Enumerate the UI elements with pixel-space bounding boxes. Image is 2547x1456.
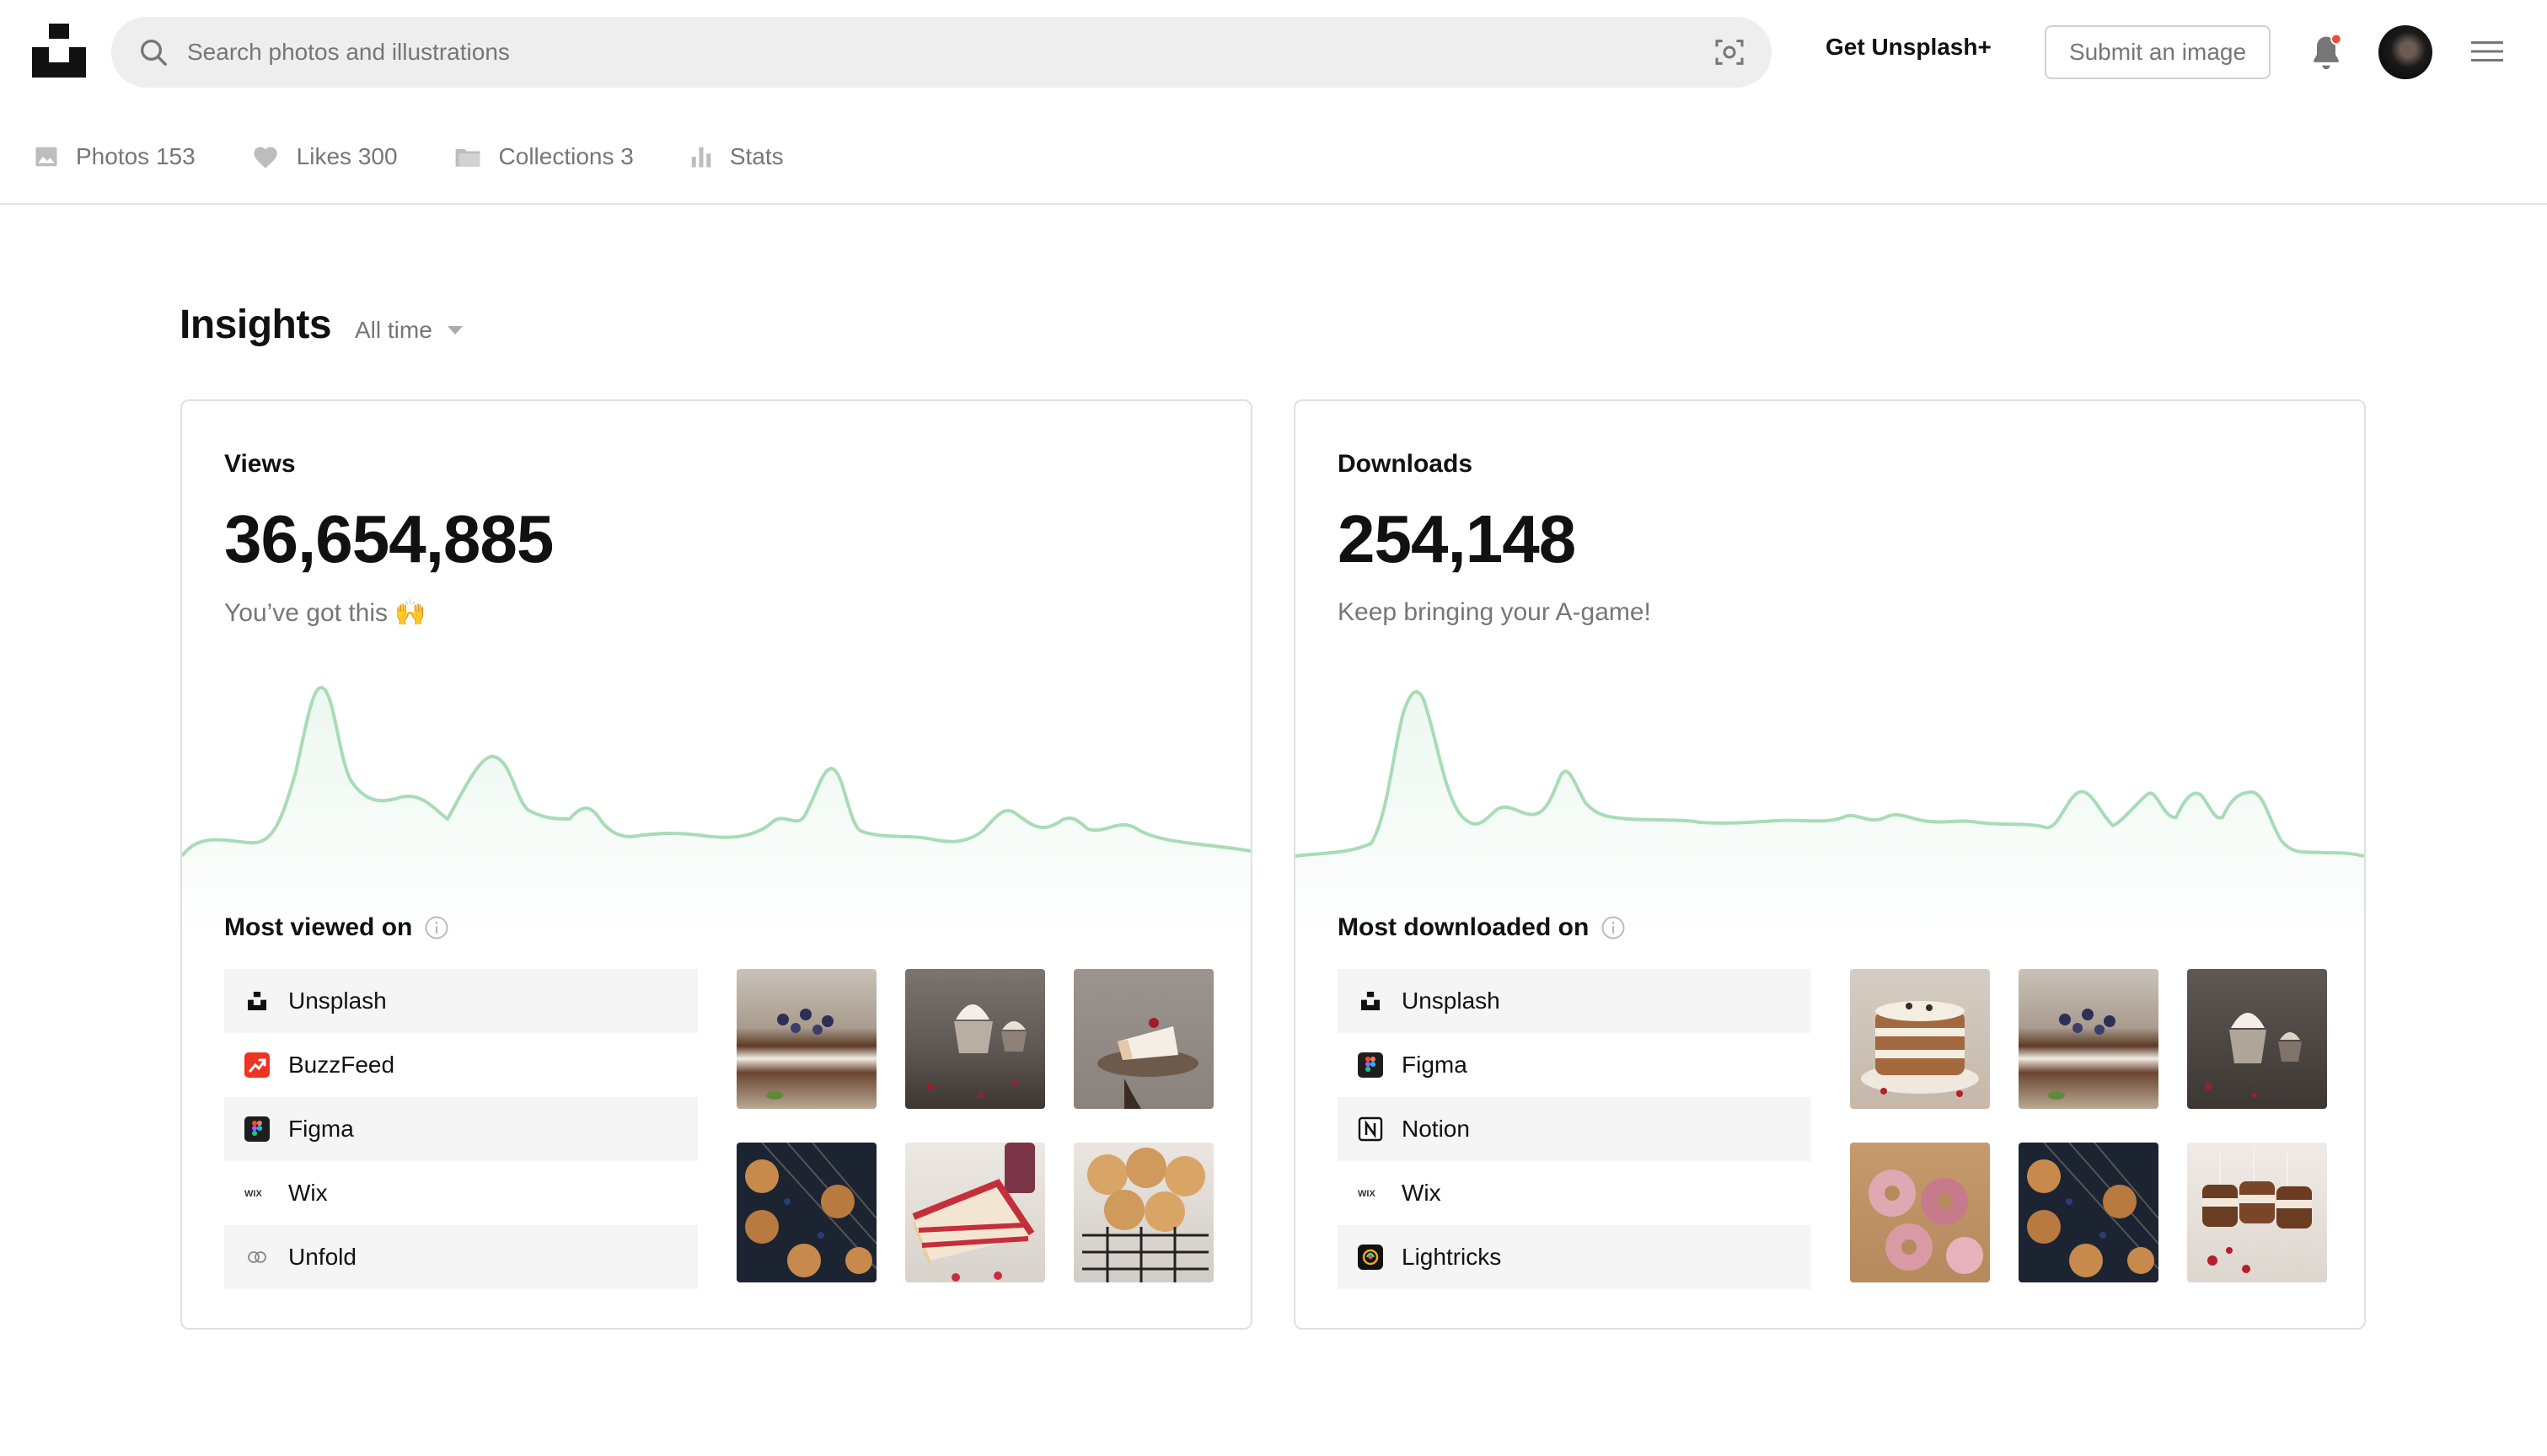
views-photo-grid: [737, 969, 1214, 1282]
list-item[interactable]: Unsplash: [1338, 969, 1811, 1033]
list-item[interactable]: BuzzFeed: [224, 1033, 698, 1097]
search-bar: [111, 17, 1772, 88]
photo-thumbnail[interactable]: [2187, 1143, 2327, 1282]
tab-collections[interactable]: Collections 3: [453, 133, 634, 180]
most-downloaded-title: Most downloaded on: [1338, 913, 1626, 942]
chevron-down-icon: [447, 326, 463, 335]
platform-name: Notion: [1402, 1116, 1470, 1142]
notification-bell-icon[interactable]: [2308, 32, 2345, 72]
figma-icon: [244, 1116, 270, 1142]
submit-image-button[interactable]: Submit an image: [2045, 25, 2271, 79]
photo-thumbnail[interactable]: [1850, 969, 1990, 1109]
platform-name: Wix: [288, 1180, 328, 1206]
photo-thumbnail[interactable]: [2019, 969, 2158, 1109]
views-subtitle: You’ve got this 🙌: [224, 599, 426, 627]
photo-thumbnail[interactable]: [905, 969, 1045, 1109]
downloads-label: Downloads: [1338, 450, 1473, 478]
tab-collections-label: Collections 3: [498, 143, 634, 169]
list-item[interactable]: WIX Wix: [224, 1161, 698, 1225]
photo-thumbnail[interactable]: [1074, 969, 1214, 1109]
platform-name: Figma: [1402, 1052, 1467, 1078]
tab-stats-label: Stats: [729, 143, 784, 169]
user-avatar[interactable]: [2378, 25, 2432, 79]
svg-text:WIX: WIX: [1358, 1189, 1375, 1199]
list-item[interactable]: Unfold: [224, 1225, 698, 1289]
views-platform-list: Unsplash BuzzFeed Figma WIX Wix Unfold: [224, 969, 698, 1289]
photo-icon: [35, 147, 57, 167]
search-icon[interactable]: [137, 35, 170, 69]
time-range-label: All time: [355, 317, 432, 343]
platform-name: Figma: [288, 1116, 354, 1142]
insights-title: Insights: [180, 302, 332, 347]
svg-text:WIX: WIX: [244, 1189, 262, 1199]
wix-icon: WIX: [1358, 1180, 1383, 1206]
photo-thumbnail[interactable]: [905, 1143, 1045, 1282]
tab-stats[interactable]: Stats: [689, 133, 784, 180]
views-sparkline: [182, 685, 1251, 940]
heart-icon: [254, 147, 277, 169]
platform-name: Unsplash: [1402, 988, 1500, 1014]
photo-thumbnail[interactable]: [1850, 1143, 1990, 1282]
views-value: 36,654,885: [224, 501, 554, 576]
photo-thumbnail[interactable]: [2019, 1143, 2158, 1282]
downloads-photo-grid: [1850, 969, 2327, 1282]
buzzfeed-icon: [244, 1052, 270, 1078]
photo-thumbnail[interactable]: [1074, 1143, 1214, 1282]
notion-icon: [1358, 1116, 1383, 1142]
list-item[interactable]: Figma: [1338, 1033, 1811, 1097]
photo-thumbnail[interactable]: [2187, 969, 2327, 1109]
time-range-dropdown[interactable]: All time: [355, 317, 463, 344]
views-label: Views: [224, 450, 296, 478]
stats-icon: [691, 147, 711, 168]
top-navigation: Get Unsplash+ Submit an image: [0, 0, 2547, 104]
unsplash-icon: [1358, 988, 1383, 1014]
info-icon[interactable]: [424, 915, 449, 940]
most-downloaded-label: Most downloaded on: [1338, 913, 1590, 941]
downloads-subtitle: Keep bringing your A-game!: [1338, 598, 1651, 626]
lightricks-icon: [1358, 1245, 1383, 1270]
tab-likes-label: Likes 300: [296, 143, 398, 169]
tab-photos[interactable]: Photos 153: [34, 133, 196, 180]
search-input[interactable]: [187, 17, 1654, 88]
platform-name: Wix: [1402, 1180, 1441, 1206]
wix-icon: WIX: [244, 1180, 270, 1206]
collections-icon: [455, 148, 480, 167]
profile-tabs: Photos 153 Likes 300 Collections 3 Stats: [34, 133, 839, 180]
platform-name: Unsplash: [288, 988, 387, 1014]
list-item[interactable]: WIX Wix: [1338, 1161, 1811, 1225]
list-item[interactable]: Figma: [224, 1097, 698, 1161]
platform-name: Unfold: [288, 1244, 357, 1270]
tabs-divider: [0, 203, 2547, 205]
platform-name: Lightricks: [1402, 1244, 1502, 1270]
photo-thumbnail[interactable]: [737, 1143, 877, 1282]
downloads-platform-list: Unsplash Figma Notion WIX Wix Lightricks: [1338, 969, 1811, 1289]
platform-name: BuzzFeed: [288, 1052, 395, 1078]
list-item[interactable]: Unsplash: [224, 969, 698, 1033]
unsplash-logo-icon[interactable]: [32, 24, 86, 78]
tab-likes[interactable]: Likes 300: [251, 133, 398, 180]
list-item[interactable]: Lightricks: [1338, 1225, 1811, 1289]
get-unsplash-plus-link[interactable]: Get Unsplash+: [1826, 34, 1992, 60]
info-icon[interactable]: [1601, 915, 1626, 940]
most-viewed-title: Most viewed on: [224, 913, 449, 942]
figma-icon: [1358, 1052, 1383, 1078]
downloads-card: Downloads 254,148 Keep bringing your A-g…: [1294, 399, 2366, 1330]
most-viewed-label: Most viewed on: [224, 913, 413, 941]
downloads-value: 254,148: [1338, 501, 1576, 576]
downloads-sparkline: [1295, 690, 2364, 940]
unsplash-icon: [244, 988, 270, 1014]
views-card: Views 36,654,885 You’ve got this 🙌 Most …: [180, 399, 1252, 1330]
hamburger-menu-icon[interactable]: [2471, 39, 2503, 64]
photo-thumbnail[interactable]: [737, 969, 877, 1109]
visual-search-icon[interactable]: [1713, 35, 1746, 69]
tab-photos-label: Photos 153: [76, 143, 196, 169]
list-item[interactable]: Notion: [1338, 1097, 1811, 1161]
unfold-icon: [244, 1245, 270, 1270]
